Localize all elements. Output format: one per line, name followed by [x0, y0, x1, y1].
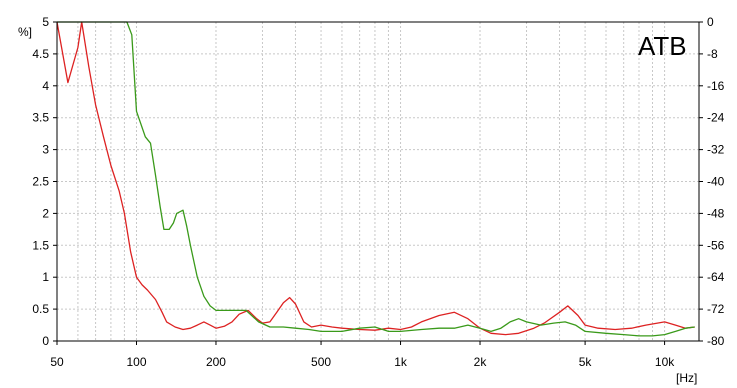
x-tick-label: 50 [50, 355, 64, 369]
x-tick-label: 500 [311, 355, 331, 369]
y-tick-label: 3 [42, 143, 49, 157]
y-tick-label: 3.5 [32, 111, 49, 125]
y-tick-label: 5 [42, 15, 49, 29]
y2-tick-label: -16 [707, 79, 725, 93]
series-group [56, 21, 695, 337]
y-tick-label: 0 [42, 334, 49, 348]
y2-tick-label: -56 [707, 238, 725, 252]
y2-tick-label: -32 [707, 143, 725, 157]
y2-tick-label: -72 [707, 302, 725, 316]
x-tick-label: 10k [655, 355, 675, 369]
grid [57, 22, 699, 341]
y2-tick-label: -24 [707, 111, 725, 125]
x-tick-label: 200 [206, 355, 226, 369]
series-line-2 [57, 21, 695, 337]
y-tick-label: 0.5 [32, 302, 49, 316]
y2-tick-label: -48 [707, 206, 725, 220]
y-tick-label: 1 [42, 270, 49, 284]
y2-tick-label: -80 [707, 334, 725, 348]
series-line-1 [56, 21, 695, 336]
x-tick-label: 100 [126, 355, 146, 369]
y-tick-label: 4 [42, 79, 49, 93]
x-tick-label: 2k [474, 355, 488, 369]
x-tick-label: 1k [394, 355, 408, 369]
y-tick-label: 2 [42, 206, 49, 220]
x-tick-label: 5k [579, 355, 593, 369]
y-tick-label: 1.5 [32, 238, 49, 252]
y2-tick-label: -40 [707, 175, 725, 189]
tick-labels: 50 100 200 500 1k 2k 5k 10k 5 4.5 4 3.5 3 2.5 2 1.5 1 0.5… [32, 15, 724, 369]
y-axis-label: %] [18, 25, 32, 39]
y2-tick-label: 0 [707, 15, 714, 29]
y-tick-label: 4.5 [32, 47, 49, 61]
y2-tick-label: -8 [707, 47, 718, 61]
x-axis-label: [Hz] [676, 371, 697, 385]
y2-tick-label: -64 [707, 270, 725, 284]
y-tick-label: 2.5 [32, 175, 49, 189]
brand-label: ATB [638, 31, 687, 61]
